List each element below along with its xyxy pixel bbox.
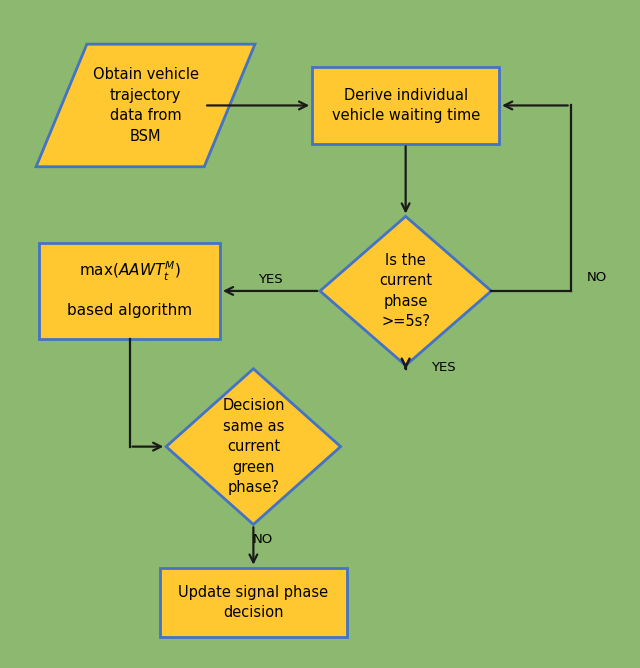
Text: NO: NO [253, 532, 273, 546]
Text: Derive individual
vehicle waiting time: Derive individual vehicle waiting time [332, 88, 480, 123]
Text: YES: YES [431, 361, 456, 373]
Text: Update signal phase
decision: Update signal phase decision [179, 584, 328, 620]
Text: based algorithm: based algorithm [67, 303, 192, 319]
Text: $\max(AAWT_t^M)$: $\max(AAWT_t^M)$ [79, 259, 180, 283]
Polygon shape [166, 369, 340, 524]
Text: Decision
same as
current
green
phase?: Decision same as current green phase? [222, 398, 285, 495]
FancyBboxPatch shape [312, 67, 499, 144]
Text: Obtain vehicle
trajectory
data from
BSM: Obtain vehicle trajectory data from BSM [93, 67, 198, 144]
FancyBboxPatch shape [39, 243, 220, 339]
Text: NO: NO [586, 271, 607, 284]
Polygon shape [320, 216, 492, 365]
Text: YES: YES [258, 273, 282, 285]
Polygon shape [36, 44, 255, 167]
Text: Is the
current
phase
>=5s?: Is the current phase >=5s? [379, 253, 432, 329]
FancyBboxPatch shape [160, 568, 347, 637]
